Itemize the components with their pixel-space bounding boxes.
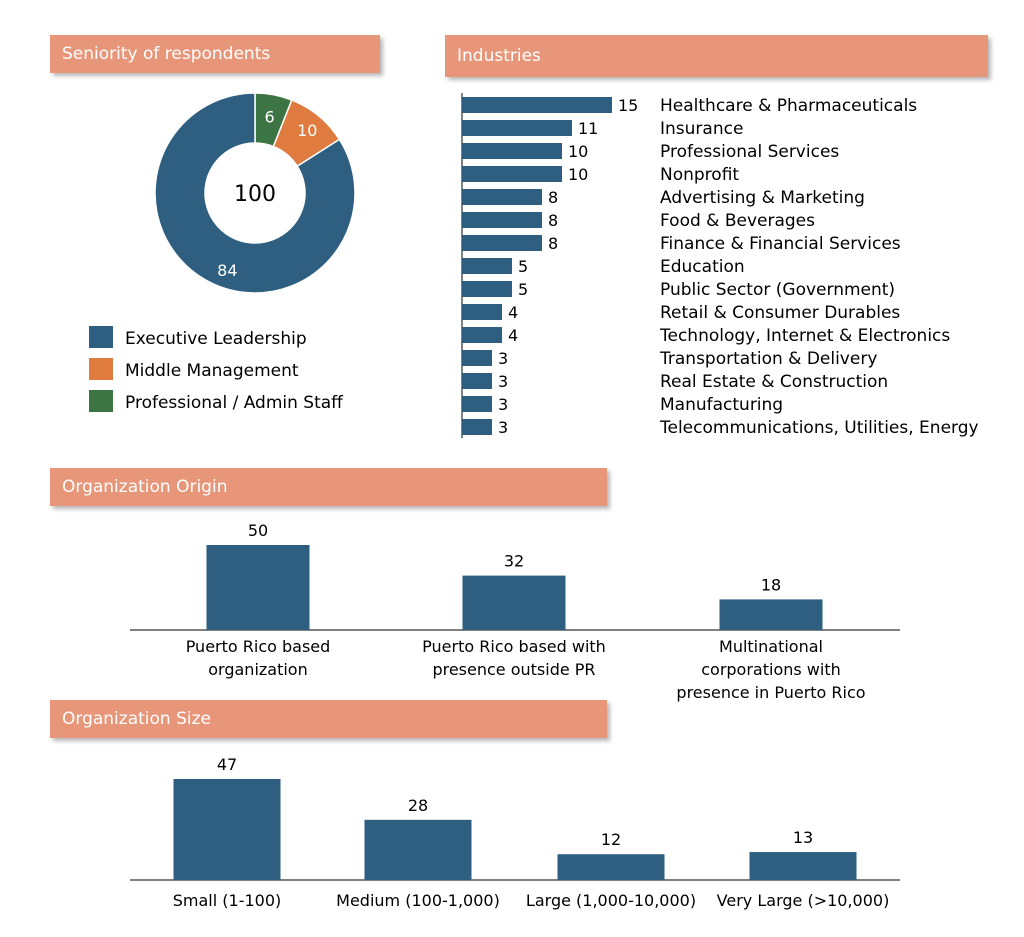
industry-value-6: 8 — [548, 211, 558, 230]
industry-bar-6 — [462, 212, 542, 228]
industry-bar-4 — [462, 166, 562, 182]
origin-bar-2 — [462, 575, 566, 630]
industry-bar-7 — [462, 235, 542, 251]
industry-bar-1 — [462, 97, 612, 113]
industry-value-15: 3 — [498, 418, 508, 437]
industry-label-14: Manufacturing — [660, 395, 783, 415]
industries-header: Industries — [445, 35, 988, 77]
industry-label-4: Nonprofit — [660, 165, 739, 185]
industry-label-1: Healthcare & Pharmaceuticals — [660, 96, 917, 116]
industry-bar-5 — [462, 189, 542, 205]
size-header: Organization Size — [50, 700, 607, 738]
donut-center-label: 100 — [234, 182, 276, 207]
industry-label-12: Transportation & Delivery — [659, 349, 877, 369]
origin-bar-1 — [206, 545, 310, 630]
industry-value-5: 8 — [548, 188, 558, 207]
donut-slice-label-3: 6 — [265, 107, 275, 126]
legend-swatch-3 — [89, 390, 113, 412]
industry-label-10: Retail & Consumer Durables — [660, 303, 900, 323]
legend-swatch-2 — [89, 358, 113, 380]
origin-label-1-line-2: organization — [208, 660, 307, 679]
industry-value-4: 10 — [568, 165, 588, 184]
size-bar-3 — [557, 854, 665, 880]
industry-value-9: 5 — [518, 280, 528, 299]
industry-label-2: Insurance — [660, 119, 743, 139]
origin-value-3: 18 — [761, 575, 781, 594]
size-label-1-line-1: Small (1-100) — [173, 891, 282, 910]
industry-value-2: 11 — [578, 119, 598, 138]
origin-header: Organization Origin — [50, 468, 607, 506]
industry-bar-10 — [462, 304, 502, 320]
industry-value-14: 3 — [498, 395, 508, 414]
legend-swatch-1 — [89, 326, 113, 348]
industry-bar-3 — [462, 143, 562, 159]
size-value-2: 28 — [408, 796, 428, 815]
industry-label-8: Education — [660, 257, 745, 277]
industry-value-8: 5 — [518, 257, 528, 276]
industry-bar-15 — [462, 419, 492, 435]
legend-label-1: Executive Leadership — [125, 329, 307, 349]
origin-label-3-line-2: corporations with — [701, 660, 841, 679]
origin-label-2-line-1: Puerto Rico based with — [422, 637, 606, 656]
industry-value-10: 4 — [508, 303, 518, 322]
legend-label-3: Professional / Admin Staff — [125, 393, 344, 413]
donut-slice-1 — [154, 92, 356, 294]
industry-value-11: 4 — [508, 326, 518, 345]
industry-bar-13 — [462, 373, 492, 389]
industry-bar-2 — [462, 120, 572, 136]
industry-label-9: Public Sector (Government) — [660, 280, 895, 300]
size-value-3: 12 — [601, 830, 621, 849]
origin-label-1-line-1: Puerto Rico based — [186, 637, 331, 656]
size-label-2-line-1: Medium (100-1,000) — [336, 891, 500, 910]
size-bar-2 — [364, 819, 472, 880]
industry-label-15: Telecommunications, Utilities, Energy — [659, 418, 979, 438]
industry-value-3: 10 — [568, 142, 588, 161]
industry-value-7: 8 — [548, 234, 558, 253]
donut-slice-label-1: 84 — [217, 261, 237, 280]
origin-label-3-line-3: presence in Puerto Rico — [676, 683, 865, 702]
industry-label-11: Technology, Internet & Electronics — [659, 326, 950, 346]
size-value-1: 47 — [217, 755, 237, 774]
origin-label-3-line-1: Multinational — [719, 637, 823, 656]
industry-bar-9 — [462, 281, 512, 297]
industry-label-7: Finance & Financial Services — [660, 234, 901, 254]
origin-label-2-line-2: presence outside PR — [432, 660, 595, 679]
seniority-header-label: Seniority of respondents — [62, 44, 271, 64]
industry-label-6: Food & Beverages — [660, 211, 815, 231]
legend-label-2: Middle Management — [125, 361, 299, 381]
industry-bar-14 — [462, 396, 492, 412]
size-value-4: 13 — [793, 828, 813, 847]
size-label-3-line-1: Large (1,000-10,000) — [526, 891, 696, 910]
industry-bar-12 — [462, 350, 492, 366]
size-header-label: Organization Size — [62, 709, 211, 729]
industries-header-label: Industries — [457, 46, 541, 66]
donut-slice-label-2: 10 — [297, 121, 317, 140]
industry-bar-11 — [462, 327, 502, 343]
origin-bar-3 — [719, 599, 823, 630]
industry-label-5: Advertising & Marketing — [660, 188, 865, 208]
industry-value-12: 3 — [498, 349, 508, 368]
origin-value-1: 50 — [248, 521, 268, 540]
origin-header-label: Organization Origin — [62, 477, 228, 497]
seniority-header: Seniority of respondents — [50, 35, 380, 73]
industry-value-1: 15 — [618, 96, 638, 115]
size-bar-4 — [749, 852, 857, 880]
industry-value-13: 3 — [498, 372, 508, 391]
origin-value-2: 32 — [504, 552, 524, 571]
size-label-4-line-1: Very Large (>10,000) — [717, 891, 890, 910]
industry-label-3: Professional Services — [660, 142, 839, 162]
size-bar-1 — [173, 779, 281, 880]
industry-bar-8 — [462, 258, 512, 274]
industry-label-13: Real Estate & Construction — [660, 372, 888, 392]
